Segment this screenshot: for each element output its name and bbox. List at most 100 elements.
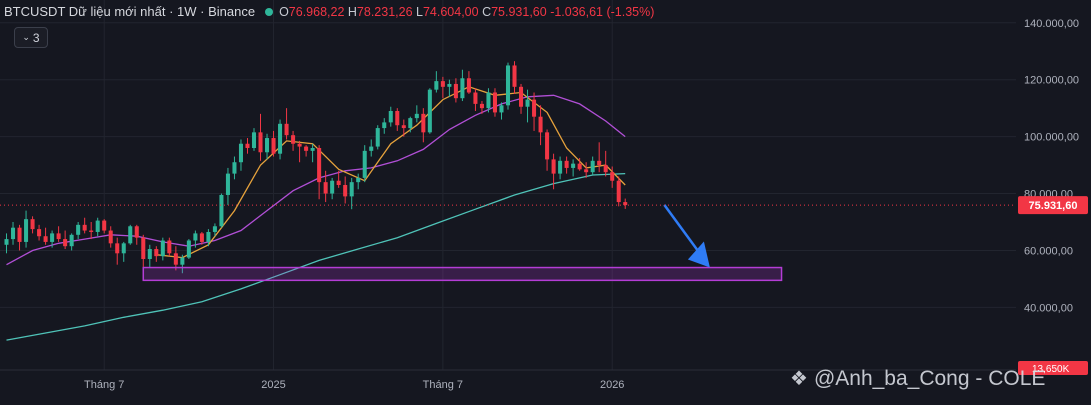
- lower-price-label: 13,650K: [1032, 364, 1070, 375]
- candle-up: [369, 146, 374, 151]
- candle-down: [532, 99, 537, 117]
- candle-down: [37, 229, 42, 237]
- candle-down: [584, 169, 589, 173]
- chart-legend: BTCUSDT Dữ liệu mới nhất · 1W · Binance …: [4, 4, 654, 19]
- candle-up: [434, 81, 439, 90]
- candle-up: [11, 227, 16, 240]
- candle-up: [121, 243, 126, 254]
- close-value: 75.931,60: [491, 4, 547, 19]
- price-tick-label: 140.000,00: [1024, 18, 1079, 30]
- candle-down: [538, 116, 543, 133]
- candle-down: [317, 148, 322, 183]
- candle-up: [180, 257, 185, 265]
- candle-up: [414, 113, 419, 119]
- price-tick-label: 40.000,00: [1024, 302, 1073, 314]
- candle-up: [349, 182, 354, 197]
- last-price-badge: [1018, 196, 1088, 215]
- candle-down: [134, 226, 139, 238]
- candle-up: [408, 118, 413, 129]
- candle-up: [219, 194, 224, 227]
- projection-arrow-head: [687, 241, 710, 268]
- candle-down: [82, 224, 87, 231]
- candle-up: [486, 92, 491, 109]
- candle-down: [551, 159, 556, 174]
- candle-down: [108, 230, 113, 244]
- candle-up: [310, 148, 315, 151]
- candle-up: [206, 231, 211, 242]
- candle-up: [427, 89, 432, 133]
- candle-down: [610, 172, 615, 181]
- candle-down: [297, 143, 302, 147]
- candle-up: [50, 233, 55, 242]
- candle-up: [265, 138, 270, 153]
- candle-down: [141, 237, 146, 259]
- candle-up: [356, 177, 361, 183]
- candle-down: [577, 163, 582, 170]
- candle-up: [212, 226, 217, 232]
- low-value: 74.604,00: [422, 4, 479, 19]
- candle-down: [336, 180, 341, 185]
- price-tick-label: 60.000,00: [1024, 245, 1073, 257]
- candle-down: [440, 81, 445, 87]
- indicators-toggle-button[interactable]: ⌄ 3: [14, 27, 48, 48]
- candle-up: [525, 99, 530, 107]
- candle-up: [558, 160, 563, 174]
- candle-up: [375, 128, 380, 147]
- candle-up: [147, 249, 152, 259]
- change-value: -1.036,61 (-1.35%): [550, 4, 655, 19]
- candle-down: [323, 182, 328, 194]
- candle-up: [24, 219, 29, 242]
- candle-up: [251, 132, 257, 148]
- symbol-title[interactable]: BTCUSDT Dữ liệu mới nhất · 1W · Binance: [4, 4, 256, 19]
- candle-down: [173, 253, 178, 265]
- candle-down: [43, 236, 48, 242]
- candle-up: [505, 65, 511, 106]
- support-zone-box: [142, 266, 783, 282]
- candle-up: [460, 78, 465, 99]
- candle-up: [225, 173, 230, 195]
- candle-up: [69, 234, 74, 247]
- candle-up: [330, 180, 335, 194]
- candle-down: [492, 92, 497, 113]
- candle-down: [343, 185, 348, 197]
- watermark: ❖ @Anh_ba_Cong - COLE: [790, 366, 1045, 391]
- candle-up: [186, 240, 191, 258]
- projection-arrow-line: [663, 204, 701, 255]
- binance-diamond-icon: ❖: [790, 368, 808, 390]
- candle-down: [545, 132, 550, 160]
- candle-up: [4, 239, 9, 245]
- price-axis-panel: [1016, 0, 1091, 370]
- candle-down: [479, 103, 484, 109]
- candle-down: [115, 243, 120, 254]
- candle-down: [466, 78, 471, 93]
- candle-down: [30, 219, 35, 230]
- candle-up: [278, 123, 283, 154]
- lower-price-badge: [1018, 361, 1088, 375]
- candle-down: [564, 160, 569, 168]
- price-tick-label: 100.000,00: [1024, 132, 1079, 144]
- candle-down: [421, 113, 426, 133]
- candle-down: [519, 86, 524, 107]
- candle-up: [382, 122, 387, 129]
- chevron-down-icon: ⌄: [22, 32, 30, 42]
- candle-up: [95, 220, 100, 232]
- watermark-text: @Anh_ba_Cong - COLE: [813, 366, 1046, 390]
- candle-up: [238, 143, 243, 163]
- time-tick-label: Tháng 7: [84, 379, 124, 391]
- high-value: 78.231,26: [356, 4, 413, 19]
- candle-down: [167, 240, 172, 254]
- candle-down: [89, 230, 94, 232]
- candle-up: [232, 162, 237, 174]
- candle-down: [623, 202, 628, 206]
- candle-down: [597, 160, 602, 166]
- candle-up: [388, 111, 393, 123]
- candle-up: [571, 163, 576, 168]
- candle-down: [17, 227, 22, 242]
- candle-down: [291, 135, 296, 144]
- candle-down: [395, 111, 400, 126]
- indicator-count: 3: [32, 30, 40, 45]
- candle-up: [128, 226, 133, 244]
